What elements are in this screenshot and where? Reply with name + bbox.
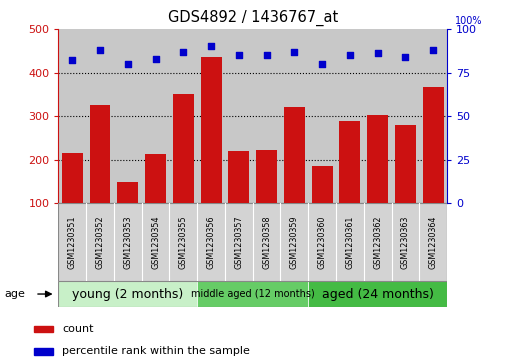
Bar bbox=[395, 125, 416, 203]
Point bbox=[263, 52, 271, 58]
Point bbox=[124, 61, 132, 67]
Text: GSM1230355: GSM1230355 bbox=[179, 216, 188, 269]
Bar bbox=[423, 86, 443, 203]
FancyBboxPatch shape bbox=[142, 203, 170, 281]
FancyBboxPatch shape bbox=[392, 203, 419, 281]
Bar bbox=[229, 151, 249, 203]
Bar bbox=[284, 107, 305, 203]
Text: GSM1230362: GSM1230362 bbox=[373, 216, 382, 269]
Point bbox=[207, 44, 215, 49]
Bar bbox=[89, 105, 110, 203]
Point bbox=[151, 56, 160, 62]
FancyBboxPatch shape bbox=[114, 203, 142, 281]
Bar bbox=[145, 154, 166, 203]
FancyBboxPatch shape bbox=[280, 203, 308, 281]
Bar bbox=[35, 348, 53, 355]
Point bbox=[429, 47, 437, 53]
FancyBboxPatch shape bbox=[419, 203, 447, 281]
Point bbox=[346, 52, 354, 58]
Bar bbox=[312, 166, 333, 203]
Point bbox=[373, 50, 382, 56]
Text: GSM1230352: GSM1230352 bbox=[96, 216, 105, 269]
Text: GSM1230364: GSM1230364 bbox=[429, 216, 438, 269]
FancyBboxPatch shape bbox=[197, 203, 225, 281]
Text: GSM1230361: GSM1230361 bbox=[345, 216, 355, 269]
Text: GSM1230358: GSM1230358 bbox=[262, 216, 271, 269]
FancyBboxPatch shape bbox=[336, 203, 364, 281]
Point bbox=[290, 49, 298, 54]
Text: percentile rank within the sample: percentile rank within the sample bbox=[62, 346, 250, 356]
FancyBboxPatch shape bbox=[58, 203, 86, 281]
Bar bbox=[62, 153, 83, 203]
Text: GSM1230357: GSM1230357 bbox=[234, 216, 243, 269]
FancyBboxPatch shape bbox=[86, 203, 114, 281]
Text: GSM1230351: GSM1230351 bbox=[68, 216, 77, 269]
Text: GSM1230359: GSM1230359 bbox=[290, 216, 299, 269]
Text: young (2 months): young (2 months) bbox=[72, 287, 183, 301]
Bar bbox=[339, 121, 360, 203]
FancyBboxPatch shape bbox=[225, 203, 253, 281]
Text: 100%: 100% bbox=[455, 16, 482, 25]
Point bbox=[96, 47, 104, 53]
Point bbox=[235, 52, 243, 58]
FancyBboxPatch shape bbox=[197, 281, 308, 307]
Text: GSM1230363: GSM1230363 bbox=[401, 216, 410, 269]
FancyBboxPatch shape bbox=[58, 281, 197, 307]
Title: GDS4892 / 1436767_at: GDS4892 / 1436767_at bbox=[168, 10, 338, 26]
Text: aged (24 months): aged (24 months) bbox=[322, 287, 434, 301]
Text: GSM1230354: GSM1230354 bbox=[151, 216, 160, 269]
Text: GSM1230353: GSM1230353 bbox=[123, 216, 132, 269]
Bar bbox=[201, 57, 221, 203]
Point bbox=[401, 54, 409, 60]
Point bbox=[179, 49, 187, 54]
Bar bbox=[117, 182, 138, 203]
Bar bbox=[256, 150, 277, 203]
Text: age: age bbox=[5, 289, 25, 298]
Text: GSM1230356: GSM1230356 bbox=[207, 216, 215, 269]
Text: count: count bbox=[62, 323, 94, 334]
FancyBboxPatch shape bbox=[364, 203, 392, 281]
Bar bbox=[367, 115, 388, 203]
Bar bbox=[35, 326, 53, 332]
Bar bbox=[173, 94, 194, 203]
Text: GSM1230360: GSM1230360 bbox=[318, 216, 327, 269]
Text: middle aged (12 months): middle aged (12 months) bbox=[191, 289, 314, 299]
FancyBboxPatch shape bbox=[308, 281, 447, 307]
Point bbox=[68, 57, 76, 63]
Point bbox=[318, 61, 326, 67]
FancyBboxPatch shape bbox=[253, 203, 280, 281]
FancyBboxPatch shape bbox=[308, 203, 336, 281]
FancyBboxPatch shape bbox=[170, 203, 197, 281]
